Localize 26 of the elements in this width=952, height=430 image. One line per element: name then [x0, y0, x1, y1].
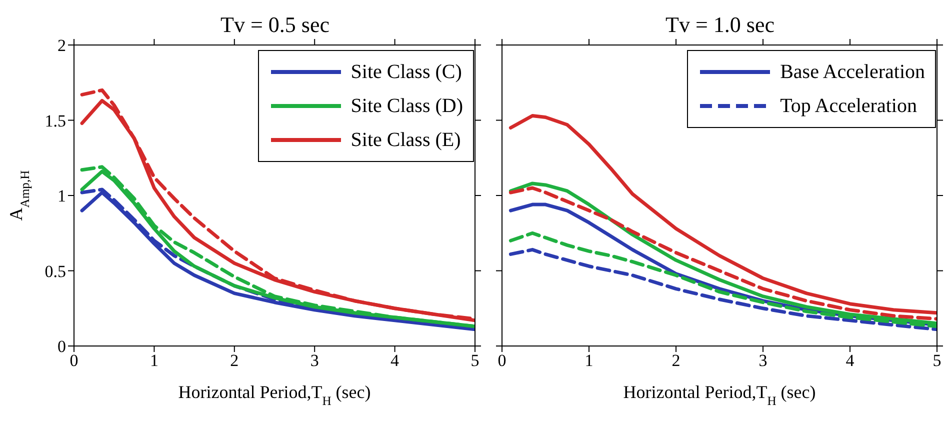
x-tick-label: 5 [932, 351, 942, 370]
x-axis-title: Horizontal Period,T$_{H}$ (sec) [178, 382, 371, 408]
y-tick-label: 0 [58, 337, 66, 356]
x-tick-label: 3 [310, 351, 319, 370]
x-tick-label: 0 [498, 351, 506, 370]
x-tick-label: 5 [470, 351, 480, 370]
x-tick-label: 3 [758, 351, 768, 370]
x-tick-label: 2 [672, 351, 680, 370]
x-tick-label: 4 [846, 351, 855, 370]
legend-label: Base Acceleration [780, 60, 925, 84]
legend-label: Site Class (C) [350, 60, 462, 84]
legend-label: Site Class (E) [350, 128, 461, 152]
y-tick-label: 1.5 [44, 111, 66, 130]
legend-label: Top Acceleration [780, 94, 917, 118]
x-axis-title: Horizontal Period,T$_{H}$ (sec) [623, 382, 816, 408]
legend-label: Site Class (D) [350, 94, 463, 118]
chart-title: Tv = 1.0 sec [666, 12, 775, 37]
x-tick-label: 2 [230, 351, 239, 370]
y-tick-label: 1 [58, 186, 66, 206]
x-tick-label: 4 [390, 351, 400, 370]
x-tick-label: 0 [70, 351, 78, 370]
x-tick-label: 1 [584, 351, 594, 370]
x-tick-label: 1 [150, 351, 158, 370]
y-tick-label: 2 [58, 36, 66, 56]
y-tick-label: 0.5 [44, 262, 66, 281]
chart-title: Tv = 0.5 sec [220, 12, 330, 37]
